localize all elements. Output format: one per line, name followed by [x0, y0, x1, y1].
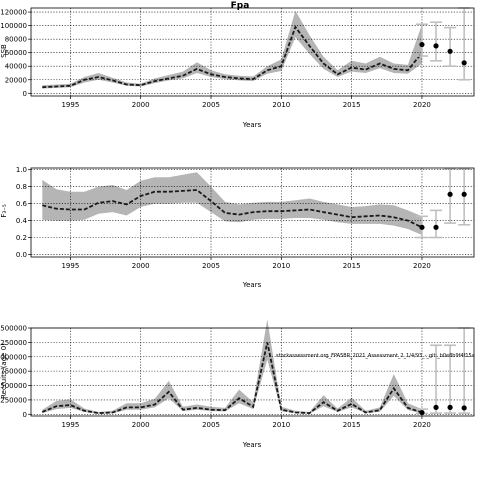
x-axis-label-f: Years	[242, 281, 262, 289]
y-tick-label: 1500000	[0, 325, 27, 333]
panel-fishing-mortality: 1995 2000 2005 2010 2015 2020 0.0 0.2 0.4 0.6 0.8 1…	[16, 166, 475, 270]
forecast-point	[461, 191, 467, 197]
forecast-point	[433, 404, 439, 410]
forecast-point	[447, 404, 453, 410]
x-tick-label: 2000	[132, 262, 150, 270]
x-tick-label: 2010	[272, 262, 290, 270]
y-tick-label: 0	[23, 411, 27, 419]
x-axis-label-ssb: Years	[242, 121, 262, 129]
forecast-point	[447, 191, 453, 197]
y-tick-label: 1000000	[0, 353, 27, 361]
forecast-point	[461, 405, 467, 411]
forecast-point	[419, 41, 425, 48]
x-tick-label: 2020	[413, 101, 431, 109]
forecast-point	[419, 409, 425, 416]
x-tick-label: 2000	[132, 421, 150, 429]
panel-recruitment: 1995 2000 2005 2010 2015 2020 0 250000 500000 750…	[0, 319, 475, 429]
y-tick-label: 40000	[5, 63, 27, 71]
y-axis-label-f: F₃₋₅	[0, 204, 8, 218]
forecast-point	[433, 43, 439, 49]
y-tick-label: 0.6	[16, 200, 28, 208]
x-tick-label: 2015	[343, 101, 361, 109]
x-tick-label: 2010	[272, 421, 290, 429]
y-tick-label: 0	[23, 90, 27, 98]
x-tick-label: 1995	[61, 421, 79, 429]
source-annotation: stockassessment.org_FPA5BR_2021_Assessme…	[276, 353, 475, 359]
y-tick-label: 1.0	[16, 166, 27, 174]
forecast-point	[419, 224, 425, 230]
plot-frame	[30, 167, 475, 258]
plot-frame	[30, 327, 475, 417]
y-tick-label: 100000	[0, 22, 27, 30]
y-tick-label: 0.2	[16, 234, 27, 242]
x-tick-label: 2000	[132, 101, 150, 109]
confidence-band	[42, 319, 423, 414]
forecast-point	[461, 60, 467, 66]
y-tick-label: 120000	[0, 9, 27, 17]
y-tick-label: 60000	[5, 49, 27, 57]
x-tick-label: 2020	[413, 421, 431, 429]
y-tick-label: 0.8	[16, 183, 27, 191]
x-tick-label: 2005	[202, 101, 220, 109]
y-tick-label: 80000	[5, 36, 27, 44]
forecast-point	[447, 48, 453, 54]
panel-title-ssb: Fpa	[231, 1, 250, 11]
x-tick-label: 2005	[202, 262, 220, 270]
y-axis-label-recruits: Recruits (age 0)	[0, 343, 8, 399]
y-tick-label: 500000	[0, 382, 27, 390]
y-tick-label: 250000	[0, 396, 27, 404]
forecast-point	[433, 224, 439, 230]
x-tick-label: 2015	[343, 421, 361, 429]
y-tick-label: 0.4	[16, 217, 28, 225]
y-tick-label: 750000	[0, 368, 27, 376]
confidence-band	[42, 172, 423, 235]
estimate-line	[42, 189, 423, 229]
x-tick-label: 1995	[61, 262, 79, 270]
x-tick-label: 1995	[61, 101, 79, 109]
plot-frame	[30, 7, 475, 97]
estimate-line	[41, 342, 423, 415]
panel-ssb: 1995 2000 2005 2010 2015 2020 0 20000 40000 60000…	[0, 7, 475, 109]
x-tick-label: 2015	[343, 262, 361, 270]
x-tick-label: 2020	[413, 262, 431, 270]
x-axis-label-recruits: Years	[242, 441, 262, 449]
x-tick-label: 2005	[202, 421, 220, 429]
y-tick-label: 0.0	[16, 251, 27, 259]
x-tick-label: 2010	[272, 101, 290, 109]
y-tick-label: 20000	[5, 76, 27, 84]
y-tick-label: 1250000	[0, 339, 27, 347]
confidence-band	[42, 10, 423, 89]
y-axis-label-ssb: SSB	[0, 44, 8, 58]
